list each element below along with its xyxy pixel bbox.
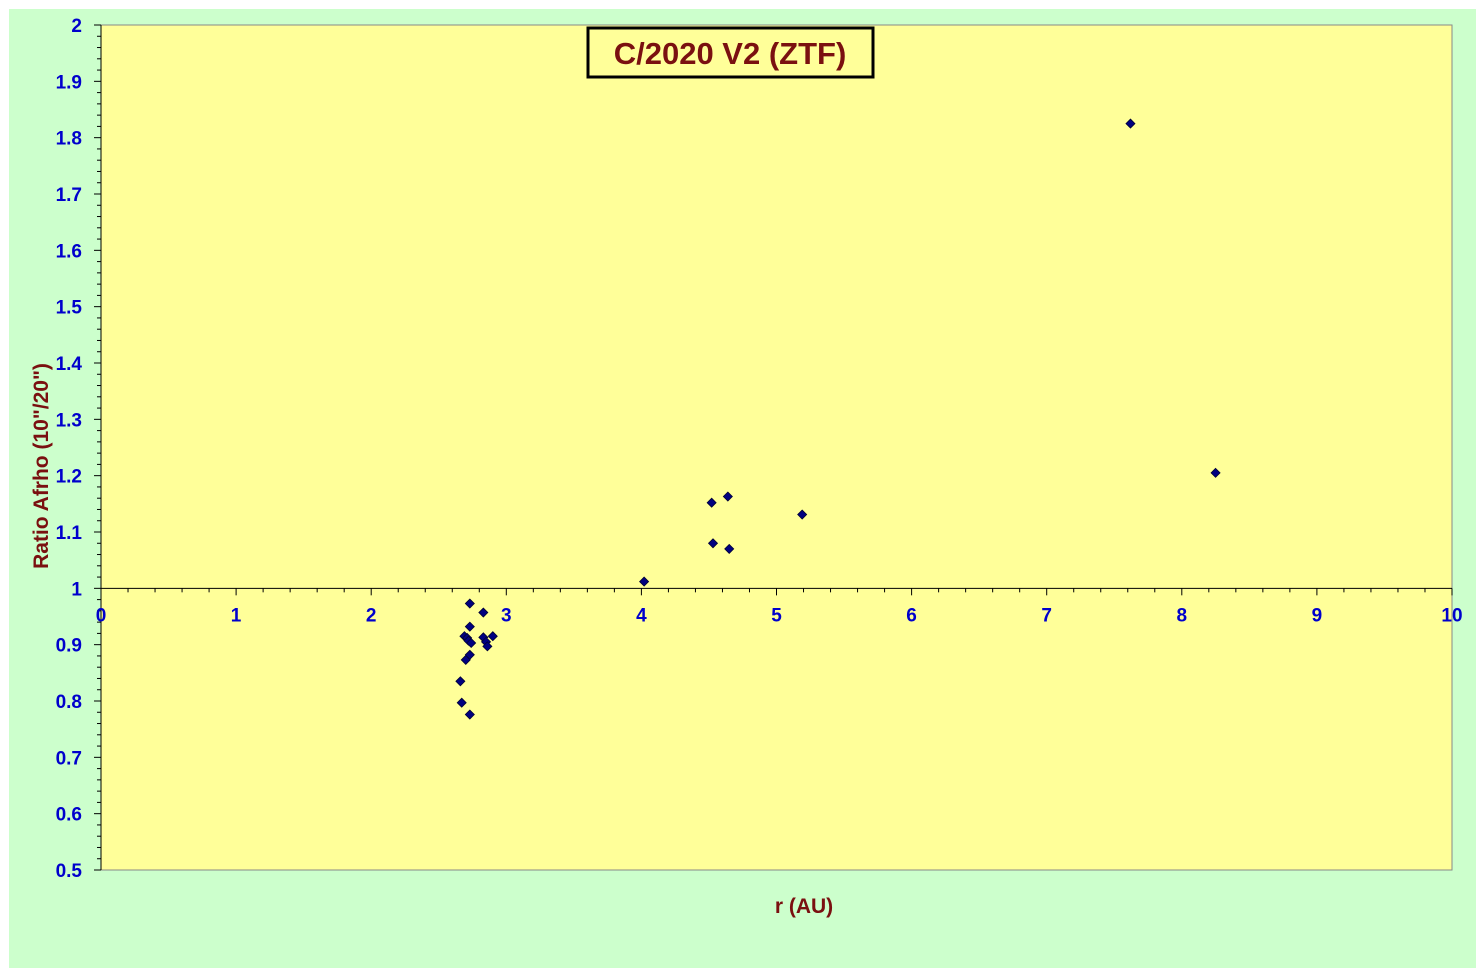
- y-axis-ticks: 0.5 0.6 0.7 0.8 0.9 1 1.1 1.2 1.3 1.4 1.5 1.6 1.7 1.8…: [56, 16, 101, 882]
- x-tick-label: 0: [96, 605, 107, 626]
- data-point: [466, 637, 477, 649]
- x-axis-title: r (AU): [775, 895, 833, 918]
- data-point: [1125, 118, 1136, 129]
- data-point: [487, 631, 498, 642]
- x-tick-label: 5: [771, 605, 782, 626]
- y-tick-label: 0.9: [56, 636, 82, 657]
- y-tick-label: 1.1: [56, 523, 83, 544]
- y-tick-label: 0.5: [56, 861, 83, 882]
- x-tick-label: 4: [636, 605, 647, 626]
- y-tick-label: 0.8: [56, 692, 82, 713]
- data-points: [455, 118, 1221, 720]
- y-tick-label: 1.4: [56, 354, 83, 375]
- chart-title-box: C/2020 V2 (ZTF): [586, 26, 875, 79]
- data-point: [456, 697, 467, 708]
- chart-title: C/2020 V2 (ZTF): [614, 36, 847, 71]
- data-point: [455, 676, 466, 687]
- x-tick-label: 9: [1312, 605, 1323, 626]
- data-point: [639, 576, 650, 587]
- data-point: [464, 709, 475, 720]
- x-tick-label: 2: [366, 605, 377, 626]
- data-point: [482, 641, 493, 652]
- y-tick-label: 0.7: [56, 748, 82, 769]
- x-tick-label: 8: [1177, 605, 1188, 626]
- data-point: [707, 538, 719, 549]
- y-tick-label: 0.6: [56, 805, 82, 826]
- y-tick-label: 1.3: [56, 410, 82, 431]
- y-tick-label: 1.8: [56, 129, 82, 150]
- data-point: [722, 491, 733, 502]
- data-point: [464, 621, 475, 632]
- data-point: [478, 607, 489, 618]
- y-axis-title: Ratio Afrho (10"/20"): [30, 363, 53, 569]
- x-tick-label: 3: [501, 605, 512, 626]
- y-tick-label: 1.7: [56, 185, 82, 206]
- x-tick-label: 1: [231, 605, 242, 626]
- data-point: [464, 598, 475, 609]
- data-point: [464, 649, 475, 660]
- data-point: [706, 497, 717, 508]
- data-point: [1210, 467, 1221, 478]
- y-tick-label: 1: [71, 579, 82, 600]
- y-tick-label: 1.6: [56, 241, 82, 262]
- x-tick-label: 6: [906, 605, 917, 626]
- y-tick-label: 1.2: [56, 467, 82, 488]
- x-tick-label: 10: [1441, 605, 1462, 626]
- y-tick-label: 2: [71, 16, 82, 37]
- x-tick-label: 7: [1041, 605, 1052, 626]
- data-point: [724, 543, 735, 554]
- y-tick-label: 1.9: [56, 72, 82, 93]
- x-axis-ticks: 0 1 2 3 4 5 6 7 8 9 10: [96, 588, 1463, 626]
- y-tick-label: 1.5: [56, 298, 83, 319]
- plot-area: [100, 24, 1453, 871]
- data-point: [797, 509, 808, 520]
